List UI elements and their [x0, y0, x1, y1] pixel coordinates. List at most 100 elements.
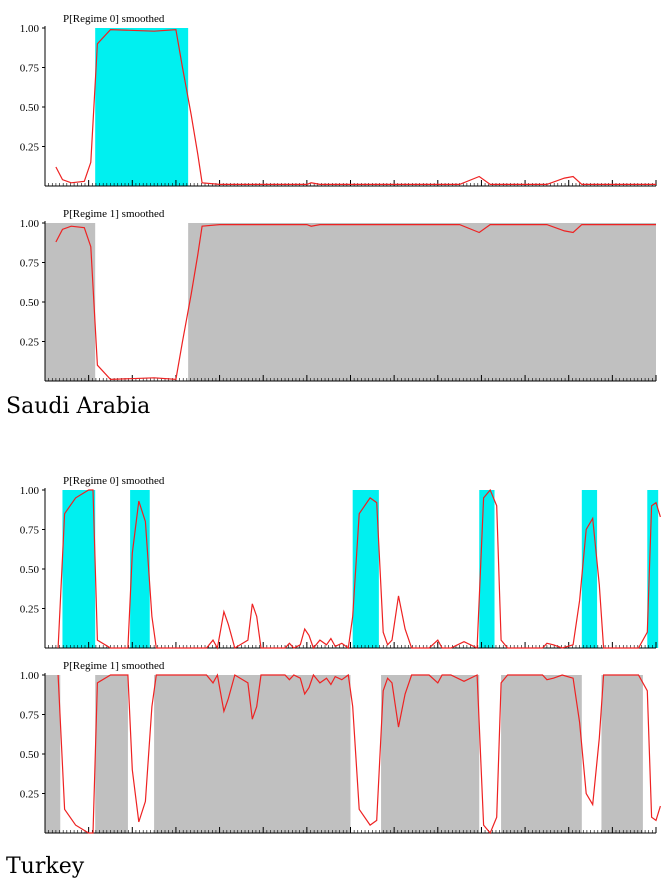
x-tick-label: 2017: [558, 188, 581, 190]
x-tick-label: 2005: [34, 835, 57, 837]
x-tick-label: 2014: [427, 650, 450, 652]
probability-line: [55, 224, 656, 381]
x-tick-label: 2016: [514, 383, 537, 385]
y-tick-label: 0.75: [20, 63, 40, 75]
caption-saudi-arabia: Saudi Arabia: [6, 394, 151, 419]
regime-shaded-band: [479, 490, 495, 648]
regime-shaded-band: [581, 490, 598, 648]
x-tick-label: 2013: [383, 650, 406, 652]
x-tick-label: 2007: [121, 835, 144, 837]
y-tick-label: 0.25: [20, 337, 40, 349]
x-tick-label: 2006: [78, 650, 101, 652]
y-tick-label: 0.50: [20, 102, 40, 114]
x-tick-label: 2008: [165, 650, 188, 652]
x-tick-label: 2015: [470, 188, 493, 190]
regime-shaded-band: [45, 223, 96, 381]
y-tick-label: 0.75: [20, 525, 40, 537]
x-tick-label: 2019: [645, 383, 668, 385]
regime-shaded-band: [95, 28, 189, 186]
y-tick-label: 1.00: [20, 218, 40, 230]
x-tick-label: 2013: [383, 188, 406, 190]
x-tick-label: 2015: [470, 383, 493, 385]
x-tick-label: 2011: [296, 835, 318, 837]
regime-shaded-band: [95, 675, 128, 833]
x-tick-label: 2013: [383, 835, 406, 837]
regime-shaded-band: [352, 490, 379, 648]
x-tick-label: 2018: [601, 188, 624, 190]
y-tick-label: 0.50: [20, 297, 40, 309]
x-tick-label: 2014: [427, 383, 450, 385]
x-tick-label: 2018: [601, 650, 624, 652]
y-tick-label: 0.25: [20, 142, 40, 154]
regime-shaded-band: [62, 490, 96, 648]
regime-shaded-band: [601, 675, 643, 833]
x-tick-label: 2005: [34, 383, 57, 385]
x-tick-label: 2011: [296, 383, 318, 385]
x-tick-label: 2010: [252, 383, 275, 385]
chart-svg: 0.25 0.50 0.75 1.00 2005 2006 2007 2008 2009 2010…: [20, 208, 668, 385]
x-tick-label: 2015: [470, 650, 493, 652]
x-tick-label: 2007: [121, 383, 144, 385]
x-tick-label: 2008: [165, 383, 188, 385]
x-tick-label: 2017: [558, 835, 581, 837]
regime-shaded-band: [647, 490, 659, 648]
y-tick-label: 0.50: [20, 749, 40, 761]
x-tick-label: 2016: [514, 835, 537, 837]
saudi-regime0-chart: 0.25 0.50 0.75 1.00 2005 2006 2007 2008 2009 2010…: [0, 0, 668, 190]
panel-title: P[Regime 0] smoothed: [63, 13, 165, 25]
chart-svg: 0.25 0.50 0.75 1.00 2005 2006 2007 2008 2009 2010…: [20, 475, 668, 652]
regime-shaded-band: [188, 223, 657, 381]
turkey-regime0-chart: 0.25 0.50 0.75 1.00 2005 2006 2007 2008 2009 2010…: [0, 462, 668, 652]
panel-title: P[Regime 1] smoothed: [63, 208, 165, 220]
chart-svg: 0.25 0.50 0.75 1.00 2005 2006 2007 2008 2009 2010…: [20, 13, 668, 190]
y-tick-label: 0.50: [20, 564, 40, 576]
y-tick-label: 0.75: [20, 710, 40, 722]
x-tick-label: 2007: [121, 650, 144, 652]
x-tick-label: 2006: [78, 188, 101, 190]
turkey-regime1-chart: 0.25 0.50 0.75 1.00 2005 2006 2007 2008 2009 2010…: [0, 647, 668, 837]
x-tick-label: 2008: [165, 835, 188, 837]
x-tick-label: 2011: [296, 650, 318, 652]
saudi-regime1-chart: 0.25 0.50 0.75 1.00 2005 2006 2007 2008 2009 2010…: [0, 195, 668, 385]
panel-title: P[Regime 1] smoothed: [63, 660, 165, 672]
caption-turkey: Turkey: [6, 854, 85, 879]
panel-title: P[Regime 0] smoothed: [63, 475, 165, 487]
x-tick-label: 2006: [78, 383, 101, 385]
x-tick-label: 2010: [252, 650, 275, 652]
probability-line: [57, 488, 661, 650]
x-tick-label: 2010: [252, 835, 275, 837]
x-tick-label: 2018: [601, 835, 624, 837]
x-tick-label: 2012: [340, 835, 362, 837]
x-tick-label: 2013: [383, 383, 406, 385]
x-tick-label: 2006: [78, 835, 101, 837]
x-tick-label: 2018: [601, 383, 624, 385]
x-tick-label: 2010: [252, 188, 275, 190]
y-tick-label: 1.00: [20, 670, 40, 682]
x-tick-label: 2007: [121, 188, 144, 190]
y-tick-label: 0.75: [20, 258, 40, 270]
chart-svg: 0.25 0.50 0.75 1.00 2005 2006 2007 2008 2009 2010…: [20, 660, 668, 837]
regime-shaded-band: [501, 675, 582, 833]
x-tick-label: 2014: [427, 835, 450, 837]
x-tick-label: 2017: [558, 383, 581, 385]
regime-shaded-band: [130, 490, 150, 648]
x-tick-label: 2019: [645, 188, 668, 190]
regime-shaded-band: [381, 675, 480, 833]
probability-line: [55, 28, 656, 185]
y-tick-label: 0.25: [20, 789, 40, 801]
x-tick-label: 2009: [209, 650, 232, 652]
y-tick-label: 1.00: [20, 485, 40, 497]
regime-shaded-band: [154, 675, 351, 833]
x-tick-label: 2005: [34, 188, 57, 190]
x-tick-label: 2015: [470, 835, 493, 837]
x-tick-label: 2016: [514, 188, 537, 190]
x-tick-label: 2008: [165, 188, 188, 190]
x-tick-label: 2014: [427, 188, 450, 190]
regime-shaded-band: [45, 675, 61, 833]
x-tick-label: 2009: [209, 383, 232, 385]
x-tick-label: 2009: [209, 835, 232, 837]
x-tick-label: 2012: [340, 650, 362, 652]
x-tick-label: 2005: [34, 650, 57, 652]
x-tick-label: 2019: [645, 650, 668, 652]
x-tick-label: 2016: [514, 650, 537, 652]
